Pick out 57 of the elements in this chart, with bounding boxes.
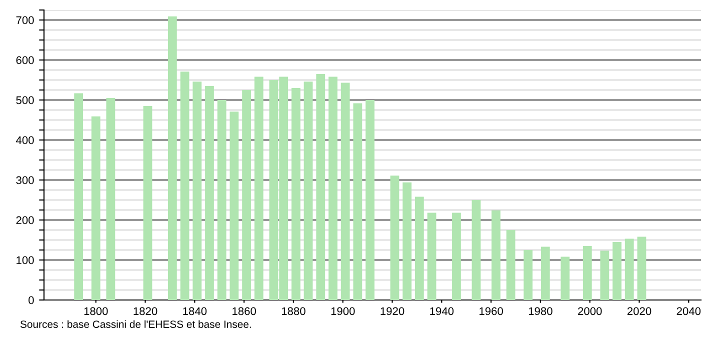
bar xyxy=(637,236,646,300)
bar xyxy=(524,250,533,300)
bar xyxy=(582,246,592,300)
y-tick-label: 500 xyxy=(16,96,34,104)
bar xyxy=(291,88,300,300)
bar xyxy=(492,210,500,300)
bar xyxy=(624,238,634,300)
bar xyxy=(560,256,570,300)
bar xyxy=(366,100,374,300)
x-tick-label: 2040 xyxy=(676,307,701,316)
x-tick-label: 1980 xyxy=(528,307,552,316)
x-tick-label: 1860 xyxy=(232,307,256,316)
bar xyxy=(242,90,251,300)
y-tick-label: 300 xyxy=(16,176,34,184)
x-tick-label: 1920 xyxy=(380,307,404,316)
y-tick-label: 700 xyxy=(16,16,34,24)
bar xyxy=(217,100,226,300)
bar xyxy=(328,76,338,300)
y-tick-label: 600 xyxy=(16,56,34,64)
bar xyxy=(254,76,264,300)
x-tick-label: 1840 xyxy=(183,307,207,316)
bar xyxy=(143,106,152,300)
bar xyxy=(390,176,400,300)
bar xyxy=(414,196,424,300)
bar xyxy=(506,230,516,300)
bar xyxy=(304,82,313,300)
bar xyxy=(600,250,610,300)
bar xyxy=(74,93,84,300)
bar xyxy=(91,116,100,300)
x-tick-label: 1900 xyxy=(331,307,355,316)
x-tick-label: 1820 xyxy=(134,307,158,316)
bar xyxy=(205,86,214,300)
bar xyxy=(427,212,436,300)
bar xyxy=(230,112,239,300)
bar xyxy=(316,74,326,300)
x-tick-label: 1960 xyxy=(480,307,503,316)
x-tick-label: 1880 xyxy=(282,307,306,316)
y-tick-label: 200 xyxy=(16,216,34,224)
x-tick-label: 2020 xyxy=(627,307,652,316)
bar xyxy=(540,246,550,300)
bar xyxy=(340,82,350,300)
bar xyxy=(180,72,190,300)
y-tick-label: 100 xyxy=(16,256,34,264)
y-tick-label: 400 xyxy=(16,136,34,144)
bar xyxy=(192,82,202,300)
x-tick-label: 1800 xyxy=(84,307,108,316)
bar xyxy=(472,200,481,300)
bar xyxy=(612,242,622,300)
bar xyxy=(452,212,461,300)
bar xyxy=(402,182,412,300)
source-note: Sources : base Cassini de l'EHESS et base Insee. xyxy=(20,320,251,328)
x-tick-label: 2000 xyxy=(578,307,602,316)
bar xyxy=(353,103,362,300)
bar xyxy=(168,16,177,300)
y-tick-label: 0 xyxy=(28,296,34,304)
bar xyxy=(106,98,116,300)
x-tick-label: 1940 xyxy=(430,307,454,316)
